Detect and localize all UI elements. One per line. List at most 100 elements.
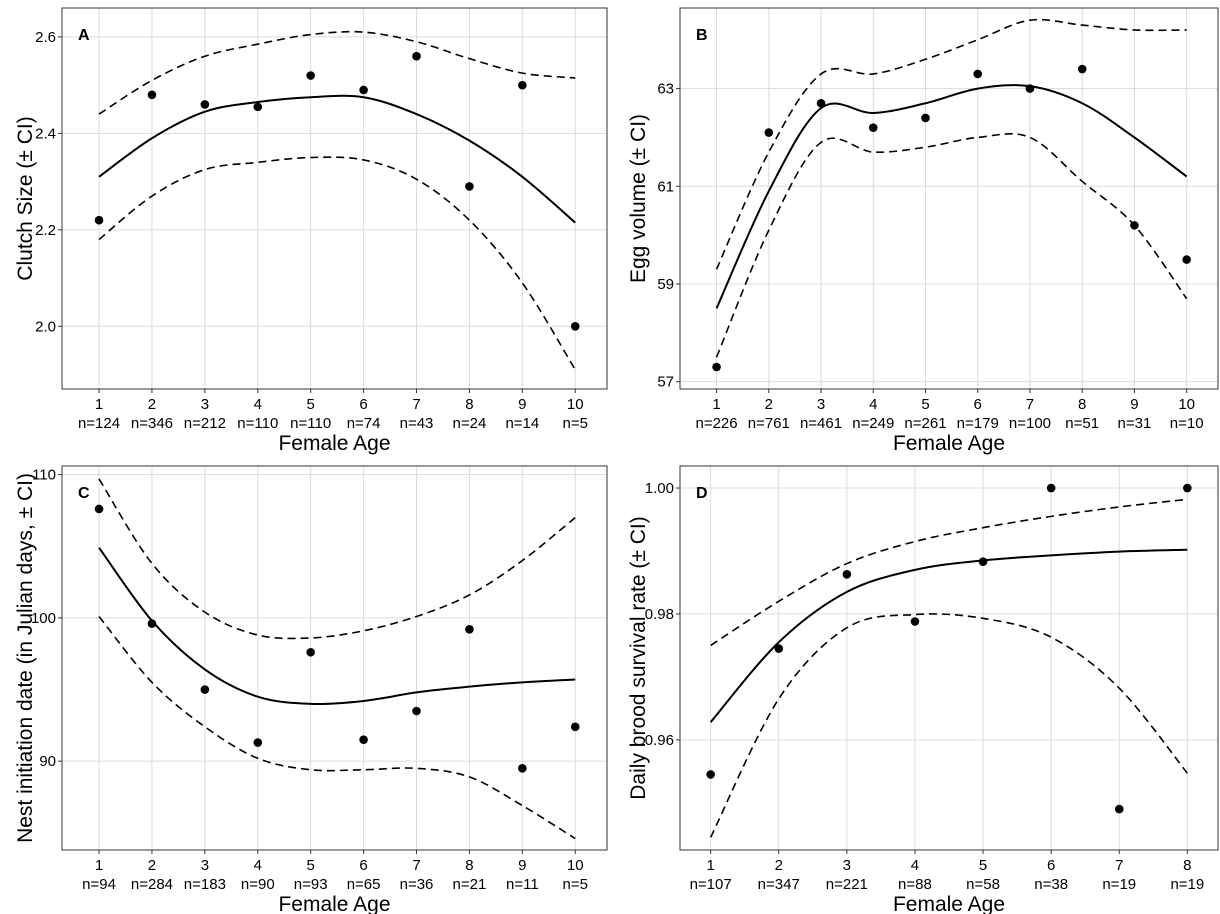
- x-tick-label: 4: [869, 396, 877, 413]
- plot-area: [680, 8, 1218, 389]
- ci-lower-line: [98, 156, 576, 371]
- data-point: [1046, 483, 1056, 493]
- data-point: [465, 182, 474, 191]
- x-axis-title: Female Age: [893, 893, 1005, 914]
- sample-size-label: n=10: [1170, 415, 1204, 432]
- plot-frame: [61, 7, 608, 390]
- x-tick-label: 3: [817, 396, 825, 413]
- data-point: [978, 557, 988, 566]
- data-point: [842, 569, 852, 579]
- x-axis-title: Female Age: [278, 432, 390, 455]
- x-tick-label: 2: [775, 857, 783, 874]
- data-point: [94, 215, 104, 225]
- data-point: [910, 617, 920, 626]
- plot-area: [680, 466, 1218, 850]
- x-tick-label: 4: [254, 857, 262, 874]
- panel-b: 57 59 61 63 1 n=226 2 n=761 3 n=461 4 n=249 5 n=261 6 n…: [627, 7, 1219, 455]
- sample-size-label: n=14: [505, 415, 539, 432]
- panel-label: B: [696, 27, 708, 44]
- data-point: [570, 322, 580, 331]
- sample-size-label: n=21: [453, 876, 487, 893]
- data-point: [412, 706, 421, 716]
- data-point: [868, 123, 878, 132]
- x-tick-label: 10: [567, 857, 584, 874]
- sample-size-label: n=761: [748, 415, 790, 432]
- x-tick-label: 10: [1178, 396, 1195, 413]
- x-tick-label: 2: [148, 396, 156, 413]
- panel-label: C: [78, 485, 90, 502]
- x-tick-label: 10: [567, 396, 584, 413]
- x-tick-label: 9: [1130, 396, 1138, 413]
- x-tick-label: 5: [979, 857, 987, 874]
- sample-size-label: n=51: [1065, 415, 1099, 432]
- sample-size-label: n=346: [131, 415, 173, 432]
- y-tick-label: 100: [31, 610, 56, 627]
- x-tick-label: 1: [95, 396, 103, 413]
- plot-frame: [61, 465, 608, 851]
- x-axis-title: Female Age: [278, 893, 390, 914]
- y-tick-label: 57: [657, 374, 674, 391]
- x-tick-label: 4: [254, 396, 262, 413]
- sample-size-label: n=261: [904, 415, 946, 432]
- sample-size-label: n=347: [758, 876, 800, 893]
- y-tick-label: 110: [32, 467, 56, 484]
- data-point: [1183, 483, 1192, 493]
- x-tick-label: 8: [465, 396, 473, 413]
- ci-upper-line: [715, 18, 1187, 270]
- y-tick-label: 0.96: [645, 732, 674, 749]
- data-point: [412, 51, 421, 61]
- data-point: [1114, 804, 1124, 814]
- x-axis-title: Female Age: [893, 432, 1005, 455]
- x-tick-label: 2: [148, 857, 156, 874]
- sample-size-label: n=5: [563, 876, 588, 893]
- data-point: [921, 113, 930, 123]
- sample-size-label: n=65: [347, 876, 381, 893]
- y-tick-label: 2.2: [35, 222, 56, 239]
- y-tick-label: 63: [657, 81, 674, 98]
- y-tick-label: 59: [657, 276, 674, 293]
- sample-size-label: n=107: [690, 876, 732, 893]
- sample-size-label: n=88: [898, 876, 932, 893]
- fit-line: [98, 547, 576, 706]
- data-point: [306, 71, 315, 80]
- data-point: [359, 735, 368, 744]
- sample-size-label: n=124: [78, 415, 120, 432]
- panel-d: 0.96 0.98 1.00 1 n=107 2 n=347 3 n=221 4 n=88 5 n=58…: [627, 465, 1219, 914]
- plot-area: [62, 8, 607, 389]
- y-axis-title: Clutch Size (± CI): [14, 116, 37, 280]
- data-point: [253, 738, 263, 747]
- plot-frame: [679, 465, 1219, 851]
- ci-upper-line: [98, 478, 576, 640]
- x-tick-label: 7: [1115, 857, 1123, 874]
- y-axis-title: Daily brood survival rate (± CI): [627, 516, 650, 799]
- sample-size-label: n=226: [695, 415, 737, 432]
- ci-lower-line: [715, 132, 1188, 358]
- sample-size-label: n=110: [290, 415, 331, 432]
- sample-size-label: n=31: [1118, 415, 1152, 432]
- data-point: [94, 504, 104, 514]
- data-point: [147, 90, 157, 100]
- x-tick-label: 6: [359, 396, 367, 413]
- x-tick-label: 9: [518, 396, 526, 413]
- fit-line: [715, 84, 1188, 309]
- x-tick-label: 7: [412, 857, 420, 874]
- x-tick-label: 6: [1047, 857, 1055, 874]
- ci-upper-line: [710, 498, 1188, 647]
- sample-size-label: n=110: [237, 415, 278, 432]
- sample-size-label: n=24: [453, 415, 487, 432]
- plot-area: [62, 466, 607, 850]
- data-point: [518, 80, 527, 90]
- sample-size-label: n=284: [131, 876, 173, 893]
- sample-size-label: n=38: [1034, 876, 1068, 893]
- data-point: [774, 644, 784, 653]
- y-tick-label: 2.0: [35, 318, 56, 335]
- y-tick-label: 61: [657, 178, 674, 195]
- x-tick-label: 5: [307, 857, 315, 874]
- data-point: [465, 625, 474, 634]
- plot-frame: [679, 7, 1219, 390]
- x-tick-label: 8: [465, 857, 473, 874]
- panel-label: D: [696, 485, 708, 502]
- x-tick-label: 9: [518, 857, 526, 874]
- data-point: [200, 100, 210, 109]
